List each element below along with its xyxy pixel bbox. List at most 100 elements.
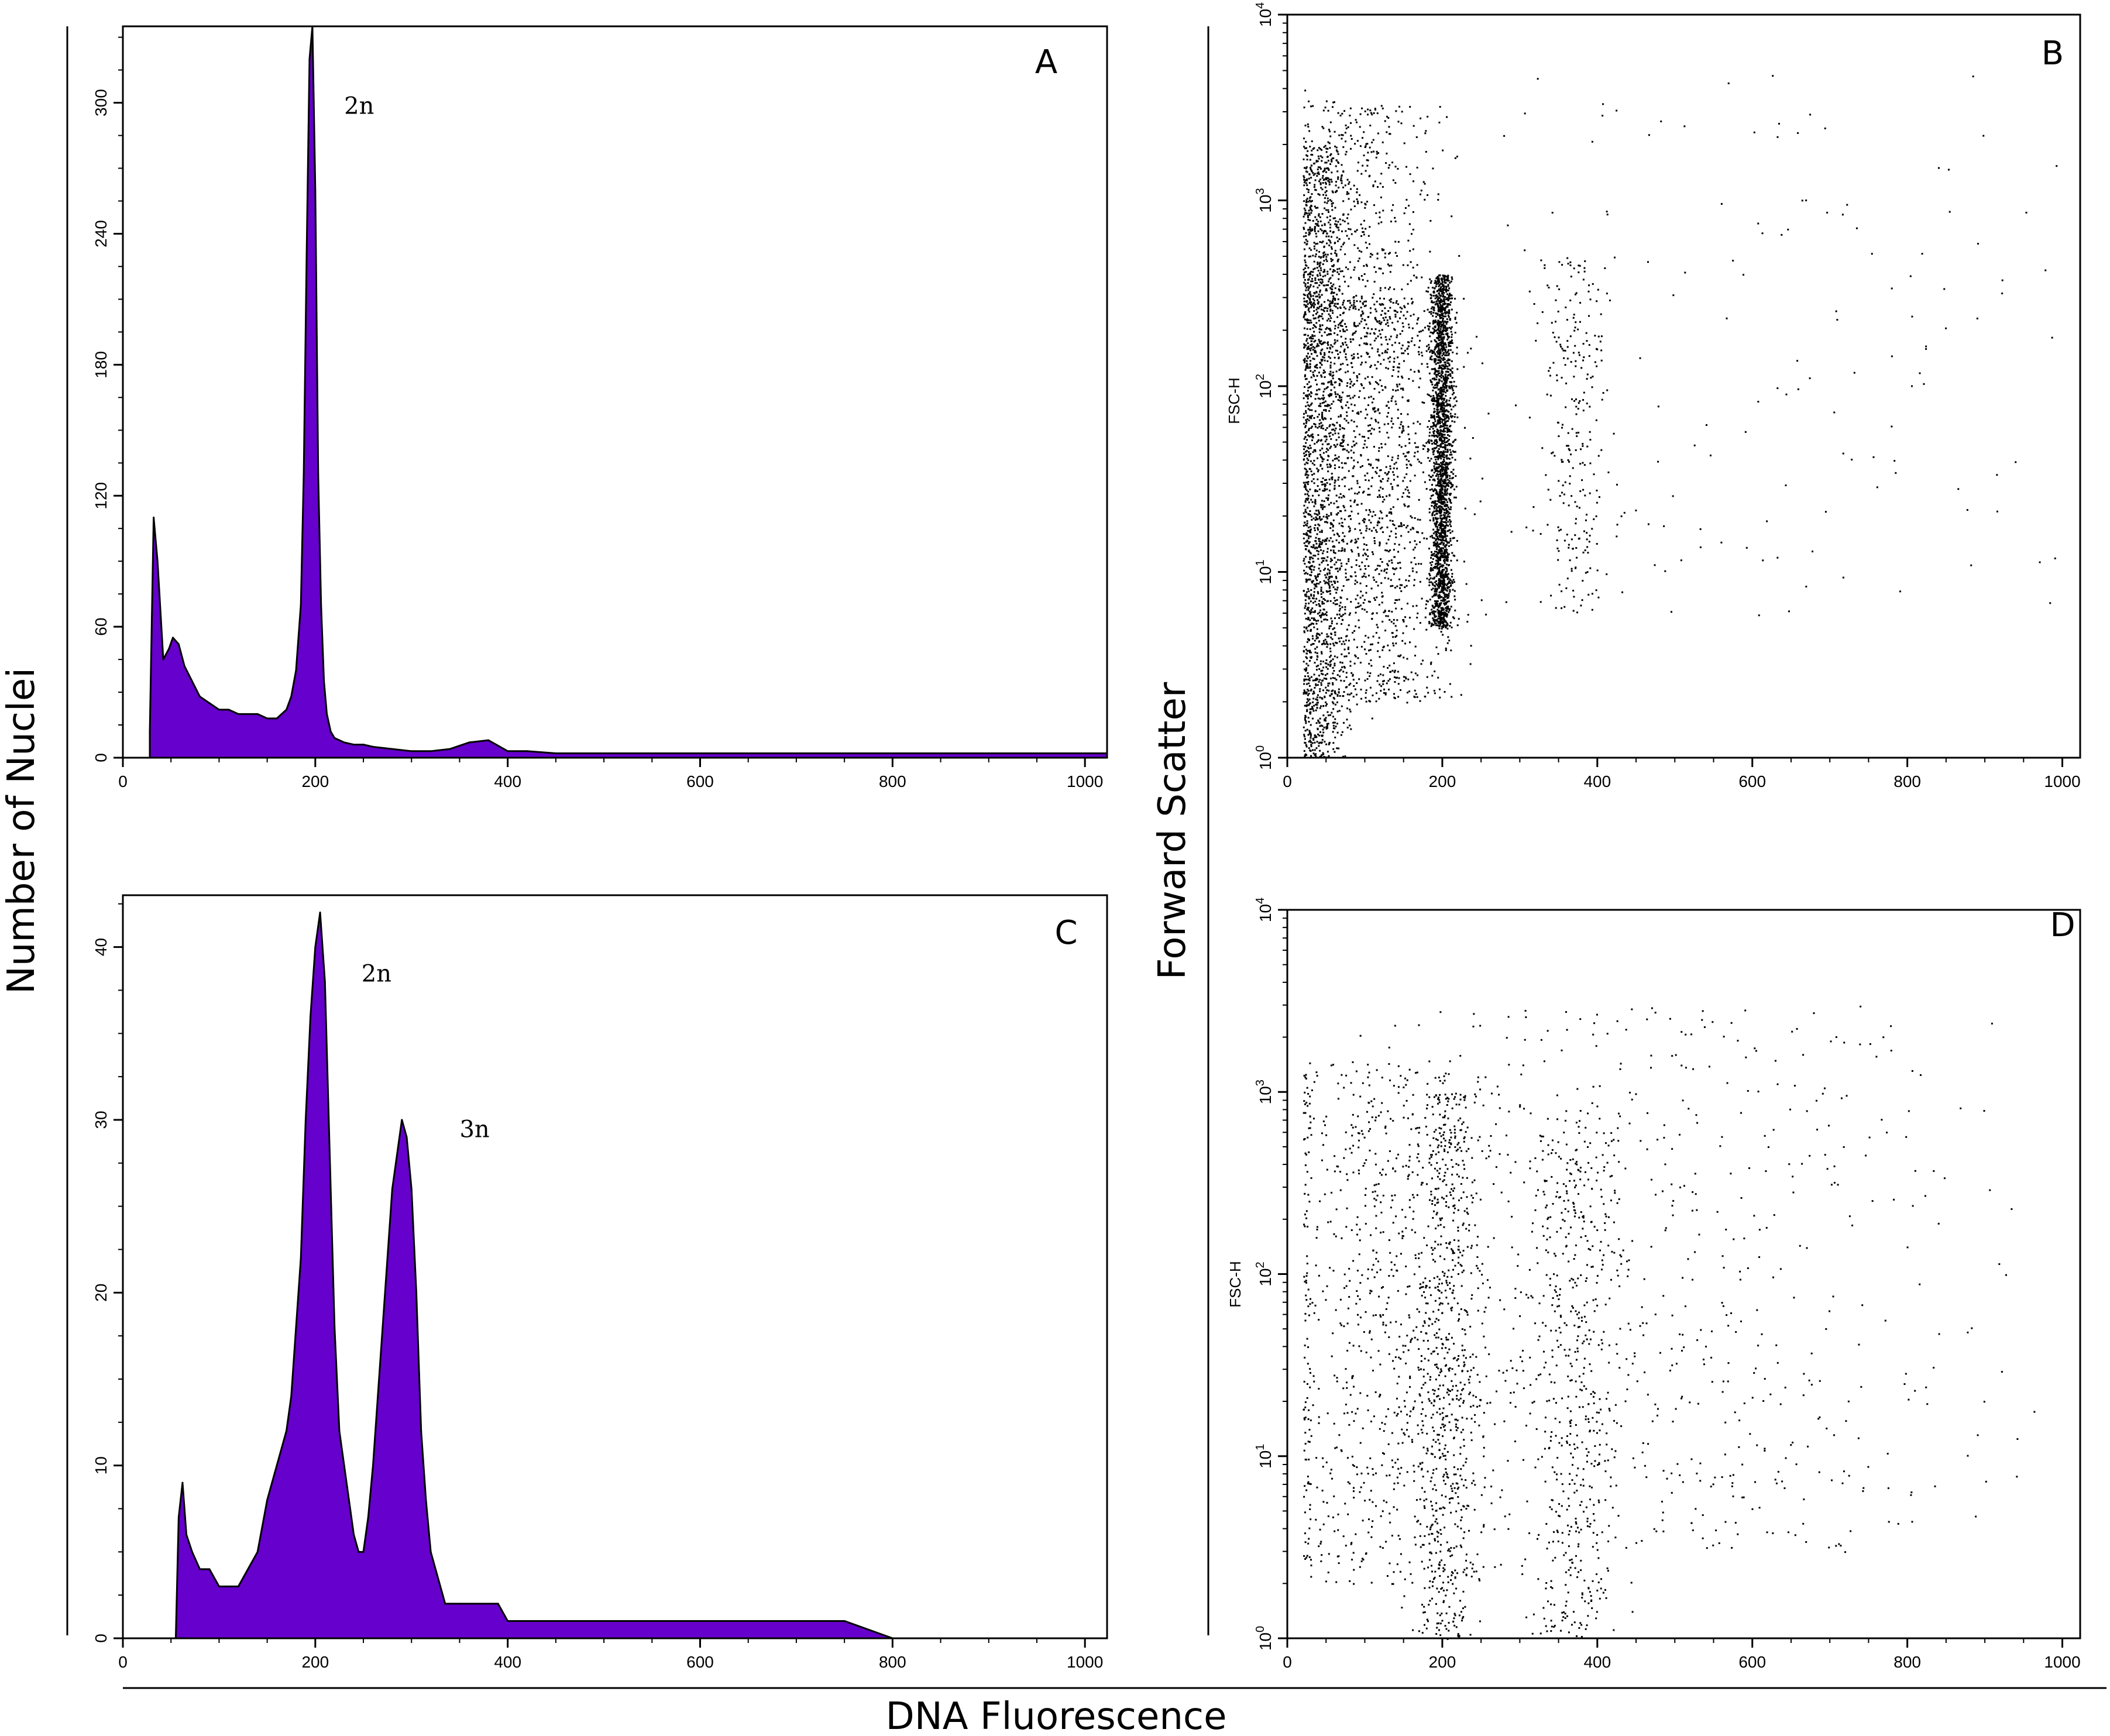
panel-B-dot xyxy=(1450,280,1452,283)
panel-B-dot xyxy=(1446,329,1448,331)
panel-B-dot xyxy=(1360,235,1363,237)
panel-B-dot xyxy=(1454,297,1456,300)
panel-B-dot xyxy=(1404,616,1407,618)
panel-B-dot xyxy=(1310,427,1312,429)
panel-B-dot xyxy=(1328,373,1331,375)
panel-B-dot xyxy=(1321,224,1323,226)
panel-B-dot xyxy=(1306,539,1308,542)
panel-B-dot xyxy=(1348,395,1350,397)
panel-B-dot xyxy=(1452,589,1454,591)
panel-B-dot xyxy=(1321,402,1324,404)
panel-B-dot xyxy=(1350,672,1353,674)
panel-B-dot xyxy=(1321,383,1323,385)
panel-B-dot xyxy=(1319,216,1321,218)
panel-B-dot xyxy=(1307,630,1309,632)
panel-B-dot xyxy=(1444,534,1446,537)
panel-B-dot xyxy=(1414,452,1416,454)
panel-B-dot xyxy=(1364,319,1366,321)
panel-B-dot xyxy=(1312,436,1314,438)
panel-B-dot xyxy=(1401,525,1403,527)
panel-B-dot xyxy=(1335,181,1338,183)
panel-B-dot xyxy=(1338,747,1340,750)
panel-B-dot xyxy=(1354,571,1356,573)
panel-B-dot xyxy=(1408,378,1410,380)
panel-B-dot xyxy=(1339,218,1341,221)
panel-B-dot xyxy=(1330,257,1332,260)
panel-B-dot xyxy=(1338,288,1340,290)
panel-B-dot xyxy=(1312,317,1315,319)
panel-B-dot xyxy=(1312,451,1314,453)
panel-B-dot xyxy=(1379,469,1382,472)
panel-B-dot xyxy=(1435,387,1437,389)
panel-B-dot xyxy=(1428,343,1430,346)
panel-B-dot xyxy=(1447,457,1449,459)
panel-B-dot xyxy=(1307,690,1310,692)
panel-B-dot xyxy=(1338,377,1340,380)
panel-B-dot xyxy=(1338,456,1340,458)
panel-B-dot xyxy=(1322,231,1325,233)
panel-B-dot xyxy=(1357,461,1359,463)
panel-B-dot xyxy=(1317,242,1319,245)
panel-B-dot xyxy=(1394,329,1396,331)
panel-B-dot xyxy=(1324,181,1327,184)
panel-B-dot xyxy=(1310,499,1312,501)
panel-B-dot xyxy=(1307,150,1309,152)
panel-B-dot xyxy=(1392,302,1394,304)
panel-B-dot xyxy=(1312,569,1315,571)
panel-B-dot xyxy=(1432,475,1434,477)
panel-B-dot xyxy=(1444,595,1446,597)
panel-B-dot xyxy=(1441,441,1443,443)
panel-B-dot xyxy=(1360,503,1363,505)
panel-B-dot xyxy=(1427,287,1429,289)
panel-B-dot xyxy=(1389,535,1391,537)
panel-B-dot xyxy=(1314,349,1316,352)
panel-A-hist-point xyxy=(353,744,355,746)
panel-B-dot xyxy=(1319,155,1322,157)
panel-B-dot xyxy=(1313,473,1315,475)
panel-B-dot xyxy=(1417,350,1420,353)
panel-B-dot xyxy=(1439,432,1441,434)
panel-B-dot xyxy=(1437,622,1439,624)
panel-B-dot xyxy=(1353,394,1356,397)
panel-B-dot xyxy=(1317,274,1319,276)
panel-B-dot xyxy=(1323,602,1325,604)
panel-B-dot xyxy=(1357,538,1359,540)
panel-B-dot xyxy=(1304,484,1307,486)
panel-B-dot xyxy=(1438,587,1440,589)
panel-B-dot xyxy=(1325,521,1328,523)
panel-B-dot xyxy=(1341,539,1343,542)
panel-B-dot xyxy=(1303,689,1305,692)
panel-B-dot xyxy=(1443,295,1445,298)
panel-B-dot xyxy=(1309,328,1311,331)
panel-B-dot xyxy=(1310,744,1312,746)
panel-B-dot xyxy=(1396,599,1398,601)
panel-B-dot xyxy=(1341,618,1343,621)
panel-B-dot xyxy=(1308,256,1310,258)
panel-B-dot xyxy=(1335,190,1338,192)
panel-B-dot xyxy=(1431,398,1434,400)
panel-B-dot xyxy=(1386,563,1389,565)
panel-B-dot xyxy=(1432,400,1434,402)
panel-B-dot xyxy=(1362,312,1364,315)
panel-B-dot xyxy=(1321,483,1324,486)
panel-B-dot xyxy=(1433,690,1435,692)
panel-B-dot xyxy=(1423,537,1425,539)
panel-B-dot xyxy=(1321,424,1324,427)
panel-B-dot xyxy=(1437,412,1439,414)
panel-B-dot xyxy=(1390,400,1393,402)
panel-B-dot xyxy=(1433,400,1435,403)
panel-B-dot xyxy=(1334,302,1336,305)
panel-B-dot xyxy=(1317,523,1319,525)
panel-B-dot xyxy=(1313,618,1315,621)
panel-B-dot xyxy=(1338,286,1341,288)
panel-B-dot xyxy=(1341,182,1343,184)
panel-B-dot xyxy=(1322,109,1325,112)
panel-B-dot xyxy=(1336,444,1339,446)
panel-B-dot xyxy=(1365,585,1367,587)
panel-B-dot xyxy=(1311,200,1313,202)
panel-B-dot xyxy=(1308,530,1310,532)
panel-B-dot xyxy=(1394,216,1396,219)
panel-B-dot xyxy=(1325,438,1328,441)
panel-B-dot xyxy=(1358,396,1360,398)
panel-B-dot xyxy=(1438,556,1440,559)
